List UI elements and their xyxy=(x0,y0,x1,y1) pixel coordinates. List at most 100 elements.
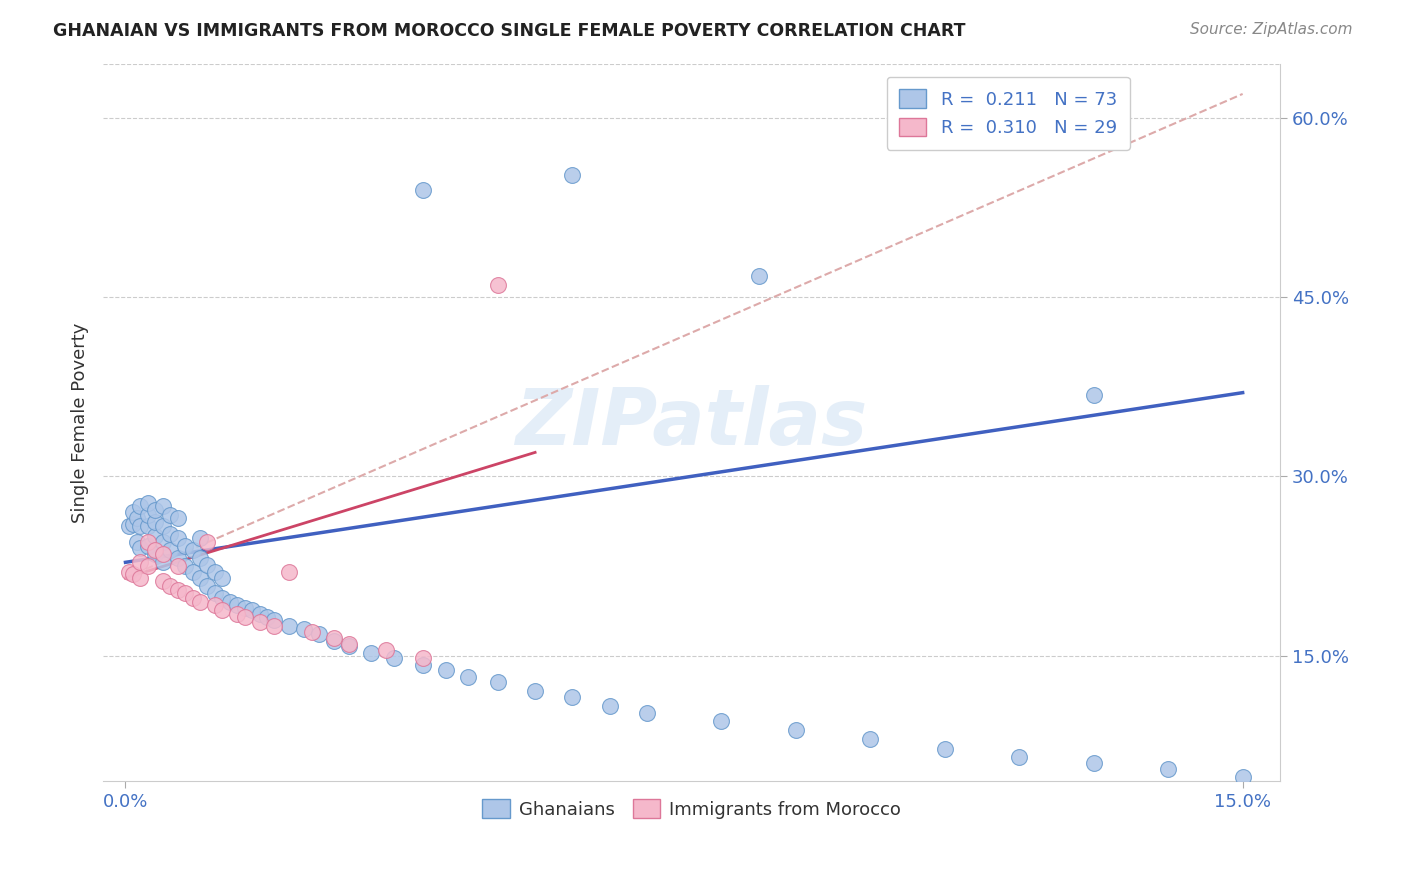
Point xyxy=(152,535,174,549)
Point xyxy=(636,706,658,720)
Point xyxy=(152,555,174,569)
Point xyxy=(143,502,166,516)
Point xyxy=(152,499,174,513)
Point xyxy=(256,610,278,624)
Point xyxy=(136,558,159,573)
Point xyxy=(159,526,181,541)
Point xyxy=(166,582,188,597)
Point xyxy=(136,535,159,549)
Point xyxy=(122,505,145,519)
Point xyxy=(188,532,211,546)
Point xyxy=(412,182,434,196)
Point xyxy=(129,499,152,513)
Point xyxy=(382,651,405,665)
Point xyxy=(360,646,382,660)
Point xyxy=(1083,388,1105,402)
Point xyxy=(136,519,159,533)
Point xyxy=(249,607,271,621)
Point xyxy=(143,529,166,543)
Point xyxy=(434,663,457,677)
Point xyxy=(197,535,219,549)
Point xyxy=(308,627,330,641)
Point xyxy=(337,637,360,651)
Text: ZIPatlas: ZIPatlas xyxy=(516,384,868,460)
Point xyxy=(166,558,188,573)
Point xyxy=(1008,750,1031,764)
Point xyxy=(204,586,226,600)
Point xyxy=(143,547,166,561)
Point xyxy=(181,543,204,558)
Point xyxy=(125,511,148,525)
Point xyxy=(166,532,188,546)
Point xyxy=(599,698,621,713)
Point xyxy=(226,607,249,621)
Point xyxy=(710,714,733,729)
Point xyxy=(301,624,323,639)
Point xyxy=(188,550,211,565)
Point xyxy=(174,539,197,553)
Point xyxy=(218,595,240,609)
Point xyxy=(748,268,770,283)
Point xyxy=(785,723,807,737)
Point xyxy=(278,565,301,579)
Point xyxy=(197,558,219,572)
Point xyxy=(524,684,547,698)
Point xyxy=(204,565,226,579)
Y-axis label: Single Female Poverty: Single Female Poverty xyxy=(72,322,89,523)
Point xyxy=(211,571,233,585)
Point xyxy=(118,565,141,579)
Point xyxy=(323,634,346,648)
Text: Source: ZipAtlas.com: Source: ZipAtlas.com xyxy=(1189,22,1353,37)
Point xyxy=(159,579,181,593)
Point xyxy=(129,519,152,533)
Point xyxy=(181,591,204,606)
Point xyxy=(129,541,152,555)
Point xyxy=(188,571,211,585)
Point xyxy=(1083,756,1105,770)
Point xyxy=(1232,771,1254,785)
Point xyxy=(278,618,301,632)
Point xyxy=(412,651,434,665)
Point xyxy=(136,508,159,522)
Point xyxy=(233,600,256,615)
Point xyxy=(1157,762,1180,776)
Point xyxy=(249,615,271,629)
Point xyxy=(166,511,188,525)
Point xyxy=(859,732,882,747)
Point xyxy=(204,599,226,613)
Point xyxy=(486,278,509,293)
Point xyxy=(159,508,181,522)
Point xyxy=(122,567,145,582)
Point xyxy=(174,558,197,573)
Legend: Ghanaians, Immigrants from Morocco: Ghanaians, Immigrants from Morocco xyxy=(475,792,908,826)
Point xyxy=(129,555,152,569)
Point xyxy=(129,571,152,585)
Point xyxy=(166,550,188,565)
Point xyxy=(188,595,211,609)
Point xyxy=(152,547,174,561)
Point xyxy=(233,610,256,624)
Point xyxy=(143,543,166,558)
Point xyxy=(152,574,174,589)
Point xyxy=(174,586,197,600)
Point xyxy=(143,515,166,529)
Point xyxy=(159,543,181,558)
Point xyxy=(122,517,145,532)
Point xyxy=(323,631,346,645)
Point xyxy=(486,674,509,689)
Point xyxy=(136,495,159,509)
Point xyxy=(375,642,398,657)
Point xyxy=(263,613,285,627)
Point xyxy=(561,690,583,705)
Point xyxy=(125,535,148,549)
Point xyxy=(211,603,233,617)
Point xyxy=(412,658,434,673)
Point xyxy=(226,599,249,613)
Point xyxy=(136,539,159,553)
Point xyxy=(263,618,285,632)
Text: GHANAIAN VS IMMIGRANTS FROM MOROCCO SINGLE FEMALE POVERTY CORRELATION CHART: GHANAIAN VS IMMIGRANTS FROM MOROCCO SING… xyxy=(53,22,966,40)
Point xyxy=(197,579,219,593)
Point xyxy=(181,565,204,579)
Point xyxy=(240,603,263,617)
Point xyxy=(934,741,956,756)
